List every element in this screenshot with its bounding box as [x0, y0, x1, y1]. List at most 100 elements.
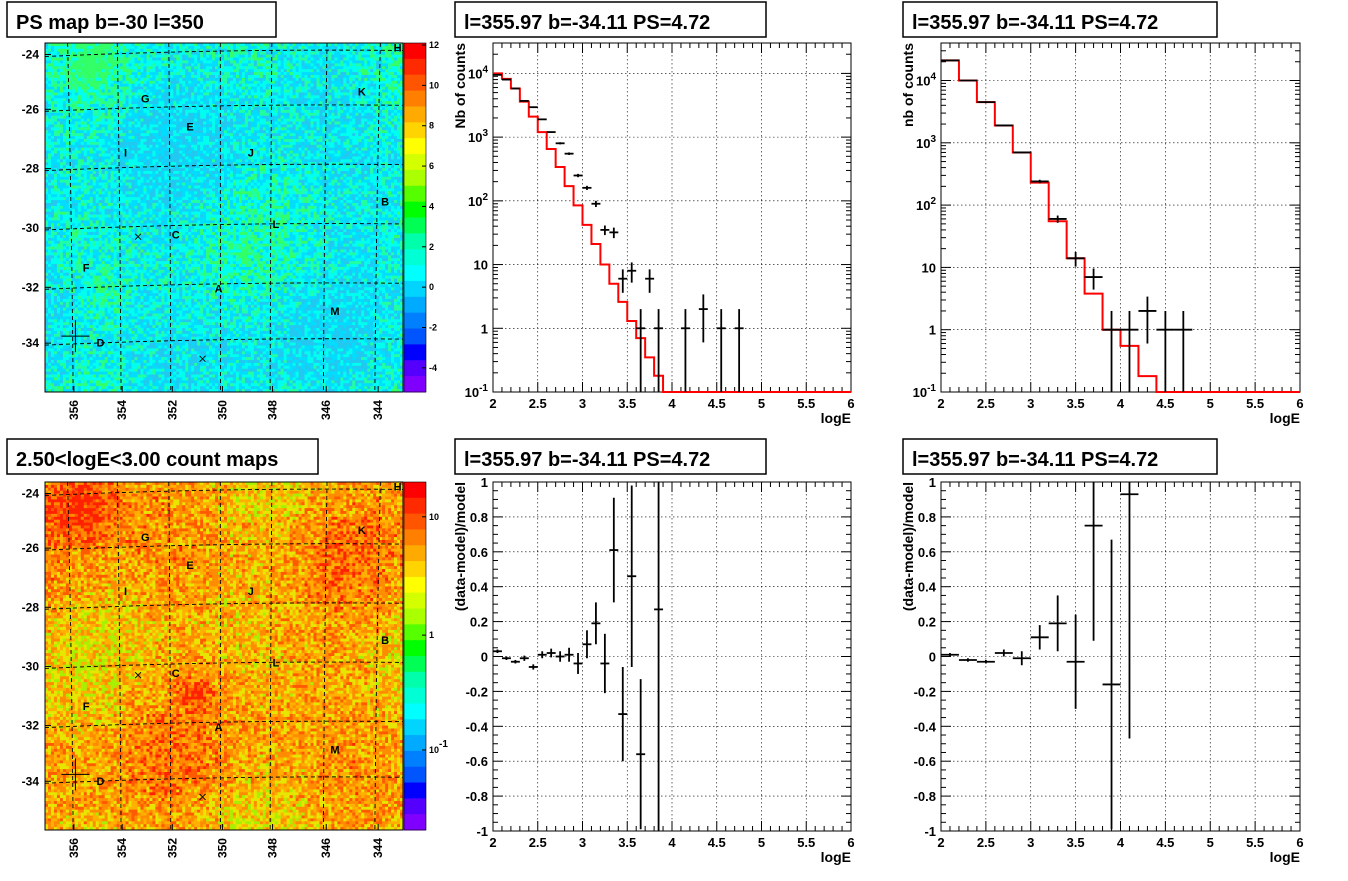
heatmap-cell — [242, 142, 245, 145]
heatmap-cell — [161, 63, 164, 66]
heatmap-cell — [227, 72, 230, 75]
heatmap-cell — [346, 46, 349, 49]
heatmap-cell — [54, 66, 57, 69]
heatmap-cell — [361, 63, 364, 66]
heatmap-cell — [373, 87, 376, 90]
heatmap-cell — [379, 136, 382, 139]
heatmap-cell — [51, 46, 54, 49]
heatmap-cell — [302, 84, 305, 87]
heatmap-cell — [293, 58, 296, 61]
heatmap-cell — [370, 113, 373, 116]
heatmap-cell — [296, 84, 299, 87]
heatmap-cell — [215, 159, 218, 162]
heatmap-cell — [245, 116, 248, 119]
heatmap-cell — [355, 58, 358, 61]
heatmap-cell — [182, 63, 185, 66]
heatmap-cell — [108, 130, 111, 133]
heatmap-cell — [290, 107, 293, 110]
heatmap-cell — [349, 101, 352, 104]
heatmap-cell — [173, 136, 176, 139]
heatmap-cell — [293, 133, 296, 136]
heatmap-cell — [343, 101, 346, 104]
heatmap-cell — [105, 133, 108, 136]
heatmap-cell — [316, 151, 319, 154]
heatmap-cell — [185, 81, 188, 84]
heatmap-cell — [179, 90, 182, 93]
heatmap-cell — [308, 113, 311, 116]
heatmap-cell — [349, 151, 352, 154]
heatmap-cell — [340, 139, 343, 142]
heatmap-cell — [215, 98, 218, 101]
heatmap-cell — [51, 101, 54, 104]
heatmap-cell — [87, 98, 90, 101]
heatmap-cell — [96, 84, 99, 87]
heatmap-cell — [57, 124, 60, 127]
heatmap-cell — [278, 46, 281, 49]
heatmap-cell — [114, 151, 117, 154]
heatmap-cell — [293, 72, 296, 75]
heatmap-cell — [370, 159, 373, 162]
heatmap-cell — [206, 63, 209, 66]
heatmap-cell — [373, 107, 376, 110]
heatmap-cell — [194, 133, 197, 136]
heatmap-cell — [96, 69, 99, 72]
heatmap-cell — [60, 162, 63, 165]
heatmap-cell — [51, 110, 54, 113]
heatmap-cell — [176, 133, 179, 136]
heatmap-cell — [120, 145, 123, 148]
heatmap-cell — [236, 60, 239, 63]
heatmap-cell — [236, 87, 239, 90]
heatmap-cell — [54, 113, 57, 116]
heatmap-cell — [275, 104, 278, 107]
heatmap-cell — [266, 145, 269, 148]
heatmap-cell — [376, 52, 379, 55]
heatmap-cell — [233, 136, 236, 139]
heatmap-cell — [239, 66, 242, 69]
heatmap-cell — [287, 78, 290, 81]
heatmap-cell — [230, 119, 233, 122]
heatmap-cell — [260, 84, 263, 87]
heatmap-cell — [114, 92, 117, 95]
heatmap-cell — [105, 145, 108, 148]
heatmap-cell — [140, 130, 143, 133]
heatmap-cell — [209, 75, 212, 78]
heatmap-cell — [227, 55, 230, 58]
heatmap-cell — [239, 84, 242, 87]
heatmap-cell — [155, 63, 158, 66]
heatmap-cell — [358, 159, 361, 162]
heatmap-cell — [352, 139, 355, 142]
heatmap-cell — [260, 66, 263, 69]
heatmap-cell — [248, 46, 251, 49]
heatmap-cell — [188, 84, 191, 87]
heatmap-cell — [161, 110, 164, 113]
heatmap-cell — [334, 139, 337, 142]
heatmap-cell — [302, 98, 305, 101]
heatmap-cell — [66, 116, 69, 119]
heatmap-cell — [51, 78, 54, 81]
heatmap-cell — [349, 87, 352, 90]
heatmap-cell — [337, 98, 340, 101]
heatmap-cell — [105, 90, 108, 93]
heatmap-cell — [75, 159, 78, 162]
heatmap-cell — [337, 95, 340, 98]
heatmap-cell — [102, 58, 105, 61]
heatmap-cell — [331, 145, 334, 148]
heatmap-cell — [308, 69, 311, 72]
heatmap-cell — [209, 122, 212, 125]
heatmap-cell — [254, 81, 257, 84]
heatmap-cell — [239, 63, 242, 66]
heatmap-cell — [343, 87, 346, 90]
heatmap-cell — [87, 60, 90, 63]
heatmap-cell — [290, 142, 293, 145]
heatmap-cell — [137, 46, 140, 49]
heatmap-cell — [305, 95, 308, 98]
heatmap-cell — [331, 75, 334, 78]
heatmap-cell — [275, 52, 278, 55]
heatmap-cell — [236, 156, 239, 159]
heatmap-cell — [373, 92, 376, 95]
heatmap-cell — [170, 90, 173, 93]
heatmap-cell — [370, 107, 373, 110]
heatmap-cell — [200, 104, 203, 107]
heatmap-cell — [266, 55, 269, 58]
heatmap-cell — [233, 124, 236, 127]
